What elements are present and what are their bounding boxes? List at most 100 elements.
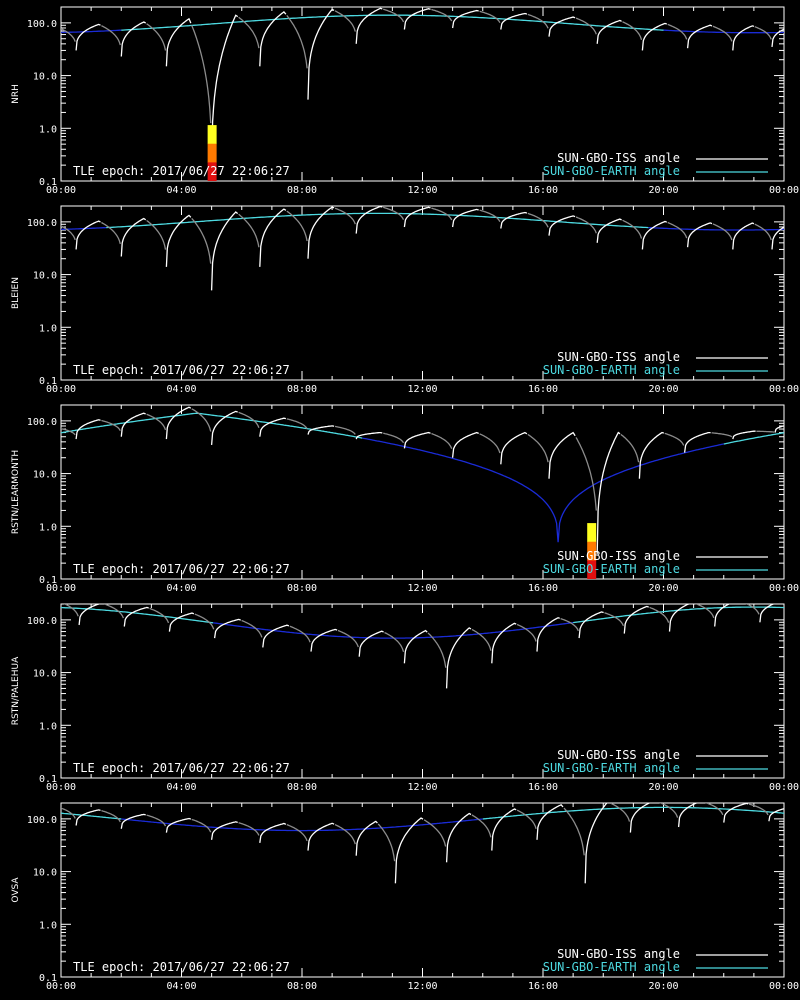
iss-angle-line [310, 628, 338, 652]
iss-angle-line [168, 612, 195, 632]
iss-angle-line [479, 209, 501, 223]
y-tick-label: 100.0 [27, 815, 57, 826]
iss-angle-line [286, 15, 308, 69]
conjunction-bar [587, 523, 597, 543]
iss-angle-line [748, 803, 769, 816]
iss-angle-line [596, 19, 622, 44]
chart-panel-1: 0.1 1.0 10.0 100.0 00:00 04:00 08:00 12:00 16:00… [11, 6, 799, 196]
y-tick-label: 0.1 [39, 177, 57, 188]
iss-angle-line [694, 604, 715, 619]
iss-angle-line [423, 819, 447, 847]
iss-angle-line [146, 413, 167, 431]
y-tick-label: 10.0 [33, 470, 57, 481]
iss-angle-line [101, 25, 121, 46]
x-tick-label: 00:00 [46, 981, 76, 992]
iss-angle-line [191, 818, 212, 833]
x-tick-label: 16:00 [528, 384, 558, 395]
iss-angle-line [165, 406, 192, 440]
iss-angle-line [307, 8, 335, 100]
iss-angle-line [479, 10, 501, 24]
iss-angle-line [259, 822, 287, 843]
y-tick-label: 1.0 [39, 920, 57, 931]
iss-angle-line [149, 607, 170, 624]
y-tick-label: 1.0 [39, 721, 57, 732]
iss-angle-line [622, 21, 643, 41]
earth-angle-line [648, 226, 784, 231]
conjunction-bar [207, 125, 217, 145]
iss-angle-line [210, 821, 238, 840]
iss-angle-line [213, 618, 241, 639]
x-tick-label: 00:00 [769, 583, 799, 594]
iss-angle-line [785, 602, 800, 615]
x-tick-label: 20:00 [648, 782, 678, 793]
conjunction-bar [587, 560, 597, 579]
conjunction-bar [207, 162, 217, 181]
iss-angle-line [745, 604, 760, 615]
y-tick-label: 0.1 [39, 376, 57, 387]
y-tick-label: 1.0 [39, 323, 57, 334]
x-tick-label: 16:00 [528, 185, 558, 196]
iss-angle-line [403, 8, 431, 30]
iss-angle-line [238, 411, 260, 428]
iss-angle-line [75, 23, 101, 51]
iss-angle-line [238, 213, 260, 248]
y-tick-label: 10.0 [33, 72, 57, 83]
iss-angle-line [289, 625, 311, 643]
iss-angle-line [210, 211, 239, 291]
legend-label-iss: SUN-GBO-ISS angle [557, 549, 680, 563]
earth-angle-line [61, 226, 107, 231]
x-tick-label: 12:00 [407, 782, 437, 793]
iss-angle-line [259, 417, 287, 437]
iss-angle-line [355, 431, 383, 440]
iss-angle-line [165, 214, 192, 267]
iss-angle-line [259, 11, 287, 67]
iss-angle-line [238, 16, 260, 49]
iss-angle-line [623, 605, 649, 634]
iss-angle-line [548, 431, 576, 479]
iss-angle-line [500, 12, 528, 30]
iss-angle-line [759, 604, 775, 623]
iss-angle-line [754, 223, 772, 241]
y-tick-label: 0.1 [39, 973, 57, 984]
iss-angle-line [120, 21, 147, 57]
x-tick-label: 08:00 [287, 981, 317, 992]
iss-angle-line [431, 207, 453, 221]
iss-angle-line [471, 628, 492, 651]
iss-angle-line [491, 622, 517, 664]
y-axis-label: BLEIEN [11, 277, 21, 309]
iss-angle-line [756, 430, 775, 433]
iss-angle-line [286, 210, 308, 242]
iss-angle-line [358, 630, 384, 657]
iss-angle-line [63, 604, 79, 617]
iss-angle-line [714, 604, 731, 627]
iss-angle-line [101, 809, 121, 823]
iss-angle-line [431, 432, 453, 449]
chart-panel-3: 0.1 1.0 10.0 100.0 00:00 04:00 08:00 12:00 16:00… [11, 404, 799, 594]
iss-angle-line [210, 410, 238, 445]
iss-angle-line [210, 14, 239, 181]
x-tick-label: 00:00 [46, 185, 76, 196]
tle-epoch-label: TLE epoch: 2017/06/27 22:06:27 [73, 761, 290, 775]
x-tick-label: 00:00 [769, 981, 799, 992]
iss-angle-line [527, 433, 549, 463]
iss-angle-line [286, 823, 308, 842]
x-tick-label: 12:00 [407, 583, 437, 594]
y-tick-label: 0.1 [39, 575, 57, 586]
earth-angle-line [106, 212, 649, 229]
iss-angle-line [712, 25, 733, 42]
iss-angle-line [516, 809, 537, 830]
legend-label-iss: SUN-GBO-ISS angle [557, 350, 680, 364]
iss-angle-line [307, 425, 335, 435]
legend-label-earth: SUN-GBO-EARTH angle [543, 363, 680, 377]
iss-angle-line [146, 814, 167, 827]
iss-angle-line [355, 7, 383, 44]
iss-angle-line [61, 225, 76, 241]
iss-angle-line [238, 822, 260, 836]
x-tick-label: 20:00 [648, 185, 678, 196]
x-tick-label: 16:00 [528, 583, 558, 594]
iss-angle-line [445, 812, 472, 863]
iss-angle-line [527, 212, 549, 228]
iss-angle-line [754, 26, 772, 40]
